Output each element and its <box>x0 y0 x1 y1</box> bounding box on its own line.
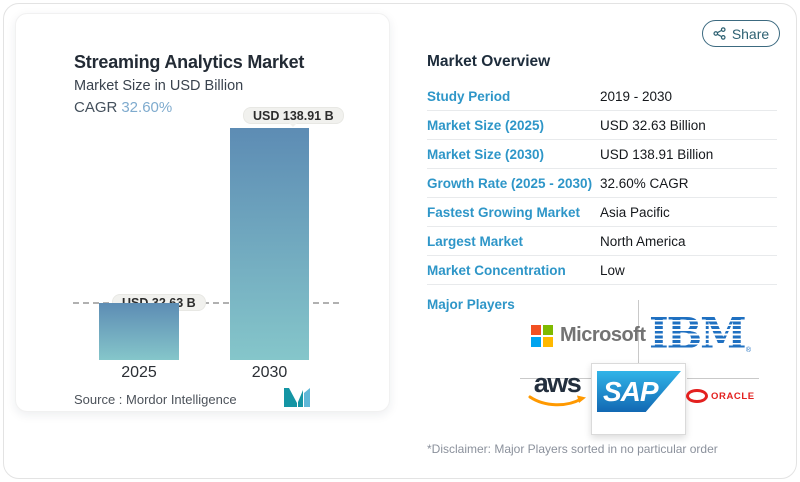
chart-title: Streaming Analytics Market <box>74 52 305 72</box>
cagr-value: 32.60% <box>121 99 173 116</box>
source-text: Source : Mordor Intelligence <box>74 392 237 407</box>
oracle-wordmark: ORACLE <box>711 390 755 402</box>
share-icon <box>713 27 726 40</box>
ibm-registered-mark: ® <box>745 347 751 354</box>
x-axis-label-2030: 2030 <box>251 364 288 381</box>
overview-row-fastest-growing-market: Fastest Growing Market Asia Pacific <box>427 198 777 227</box>
overview-row-market-size-2030: Market Size (2030) USD 138.91 Billion <box>427 140 777 169</box>
row-value: USD 32.63 Billion <box>600 117 706 133</box>
row-label: Market Size (2025) <box>427 117 545 133</box>
ibm-stripes-overlay <box>647 317 747 353</box>
oracle-ellipse-icon <box>686 389 708 403</box>
reference-dashed-line <box>73 302 339 304</box>
overview-row-largest-market: Largest Market North America <box>427 227 777 256</box>
logo-grid-vertical-divider <box>638 300 639 366</box>
row-label: Study Period <box>427 88 511 104</box>
overview-title: Market Overview <box>427 53 551 70</box>
row-label: Fastest Growing Market <box>427 204 581 220</box>
microsoft-logo: Microsoft <box>531 324 646 347</box>
oracle-logo: ORACLE <box>686 389 755 403</box>
chart-cagr: CAGR 32.60% <box>74 99 172 116</box>
mordor-intelligence-logo <box>284 388 310 407</box>
share-button-label: Share <box>731 25 770 42</box>
row-label: Market Concentration <box>427 262 566 278</box>
row-label: Largest Market <box>427 233 524 249</box>
microsoft-squares-icon <box>531 324 553 347</box>
chart-subtitle: Market Size in USD Billion <box>74 78 244 94</box>
bar-value-badge-2030: USD 138.91 B <box>243 107 344 124</box>
aws-logo: aws <box>527 370 587 408</box>
share-button[interactable]: Share <box>702 20 780 47</box>
logo-grid-horizontal-divider-right <box>687 378 759 379</box>
overview-row-market-concentration: Market Concentration Low <box>427 256 777 285</box>
sap-logo-card: SAP <box>591 363 686 435</box>
cagr-label: CAGR <box>74 99 118 116</box>
row-label: Market Size (2030) <box>427 146 545 162</box>
logo-grid-horizontal-divider-left <box>520 378 591 379</box>
x-axis-label-2025: 2025 <box>121 364 157 381</box>
bar-2025 <box>99 303 179 360</box>
bar-2030 <box>230 128 309 360</box>
aws-smile-icon <box>528 395 586 407</box>
sap-logo: SAP <box>597 371 681 412</box>
row-label: Growth Rate (2025 - 2030) <box>427 175 593 191</box>
row-value: 2019 - 2030 <box>600 88 673 104</box>
sap-wordmark: SAP <box>603 376 659 407</box>
row-value: North America <box>600 233 686 249</box>
ibm-logo: IBM ® <box>647 313 751 355</box>
overview-row-study-period: Study Period 2019 - 2030 <box>427 82 777 111</box>
disclaimer-text: *Disclaimer: Major Players sorted in no … <box>427 442 718 456</box>
row-value: Low <box>600 262 625 278</box>
row-value: 32.60% CAGR <box>600 175 689 191</box>
page-border <box>3 3 797 479</box>
microsoft-wordmark: Microsoft <box>560 324 646 346</box>
overview-row-growth-rate: Growth Rate (2025 - 2030) 32.60% CAGR <box>427 169 777 198</box>
chart-card: Streaming Analytics Market Market Size i… <box>15 13 390 412</box>
major-players-label: Major Players <box>427 297 515 312</box>
row-value: Asia Pacific <box>600 204 670 220</box>
aws-wordmark: aws <box>533 368 582 398</box>
overview-row-market-size-2025: Market Size (2025) USD 32.63 Billion <box>427 111 777 140</box>
row-value: USD 138.91 Billion <box>600 146 714 162</box>
